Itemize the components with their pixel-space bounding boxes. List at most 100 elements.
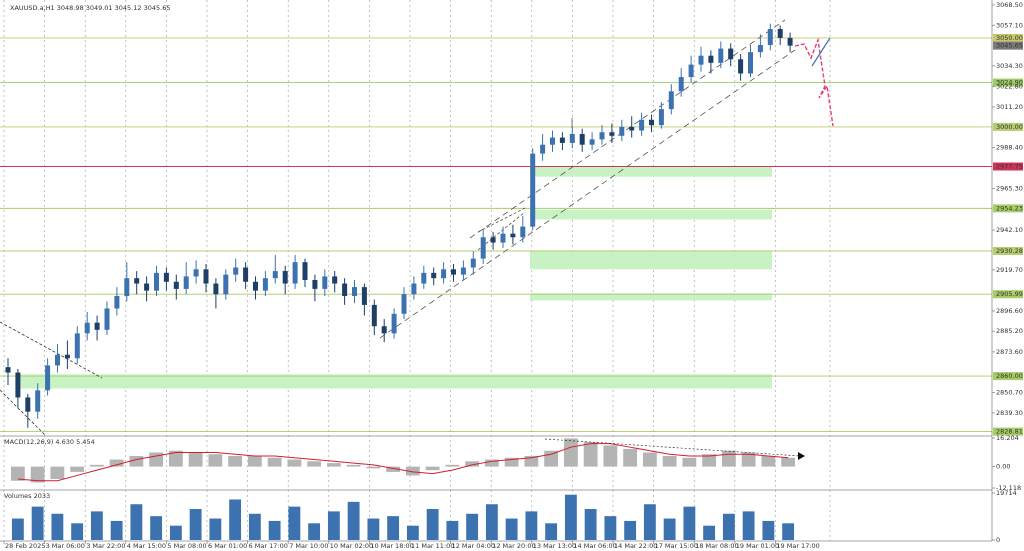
candle-body — [243, 267, 249, 282]
macd-bar — [484, 459, 499, 467]
candle-body — [550, 137, 555, 145]
volume-bar — [150, 516, 163, 540]
volume-bar — [11, 518, 24, 540]
candle-body — [658, 109, 664, 126]
candle-body — [213, 283, 219, 295]
volume-bar — [130, 504, 143, 540]
volume-bar — [584, 509, 597, 540]
volume-bar — [782, 523, 795, 540]
level-label: 2977.75 — [996, 163, 1023, 171]
y-tick-label: 2885.20 — [996, 327, 1023, 335]
candle-body — [302, 262, 308, 280]
candle-body — [114, 295, 120, 309]
volume-bar — [742, 511, 755, 540]
volume-bar — [169, 525, 182, 540]
x-tick-label: 11 Mar 11:00 — [411, 542, 454, 550]
level-label: 2930.28 — [996, 247, 1023, 255]
volume-bar — [406, 525, 419, 540]
macd-bar — [228, 456, 243, 467]
candle-body — [124, 278, 130, 296]
macd-tick-label: 0.00 — [996, 463, 1010, 471]
y-tick-label: 3022.80 — [996, 82, 1023, 90]
candle-body — [223, 274, 229, 295]
macd-bar — [583, 441, 598, 467]
macd-bar — [366, 466, 381, 469]
volume-bar — [347, 501, 360, 540]
candle-body — [619, 126, 625, 136]
drawings — [0, 19, 834, 436]
level-tag — [993, 78, 1023, 87]
candle-body — [530, 153, 536, 227]
macd-bar — [10, 466, 25, 481]
candle-body — [74, 333, 80, 359]
x-tick-label: 12 Mar 20:00 — [492, 542, 535, 550]
volume-bar — [604, 516, 617, 540]
volume-bar — [663, 518, 676, 540]
x-tick-label: 3 Mar 22:00 — [86, 542, 125, 550]
macd-label: MACD(12,26,9) 4.630 5.454 — [4, 438, 95, 446]
macd-bar — [741, 452, 756, 467]
candle-body — [708, 55, 714, 63]
candle-body — [678, 77, 684, 92]
volume-bar — [90, 511, 103, 540]
chart-title: XAUUSD.a,H1 3048.98 3049.01 3045.12 3045… — [10, 4, 170, 12]
y-tick-label: 3034.30 — [996, 62, 1023, 70]
candle-body — [272, 271, 278, 279]
level-tag — [993, 33, 1023, 42]
forecast-path — [794, 37, 834, 127]
y-tick-label: 3011.20 — [996, 103, 1023, 111]
candle-body — [173, 281, 179, 289]
support-zone — [20, 374, 772, 389]
candle-body — [332, 276, 338, 284]
macd-bar — [50, 466, 65, 479]
macd-bar — [188, 452, 203, 467]
y-tick-label: 2896.60 — [996, 307, 1023, 315]
candle-body — [431, 272, 437, 279]
candle-body — [64, 354, 70, 359]
macd-divergence — [544, 438, 801, 457]
volume-bar — [209, 518, 222, 540]
x-tick-label: 14 Mar 22:00 — [614, 542, 657, 550]
macd-tick-label: -12.118 — [996, 484, 1021, 492]
zones — [20, 166, 772, 389]
macd-bar — [30, 466, 45, 483]
x-tick-label: 10 Mar 02:00 — [330, 542, 373, 550]
candle-body — [500, 233, 506, 243]
level-label: 2828.81 — [996, 428, 1023, 436]
candle-body — [510, 233, 516, 238]
candle-body — [262, 278, 268, 291]
macd-bar — [781, 457, 796, 467]
candle-body — [45, 365, 51, 391]
level-tag — [993, 290, 1023, 299]
candle-body — [757, 45, 763, 53]
trend-line — [477, 207, 526, 233]
volume-bar — [189, 509, 202, 540]
macd-bar — [504, 457, 519, 467]
candle-body — [767, 29, 773, 46]
volume-bar — [643, 504, 656, 540]
candle-body — [649, 119, 654, 126]
x-tick-label: 19 Mar 01:00 — [736, 542, 779, 550]
candle-body — [698, 55, 704, 65]
candle-body — [401, 294, 407, 314]
volume-bar — [624, 520, 637, 540]
candle-body — [639, 119, 645, 131]
candles — [5, 23, 793, 428]
x-tick-label: 18 Mar 08:00 — [695, 542, 738, 550]
candle-body — [599, 132, 605, 140]
level-tag — [993, 122, 1023, 131]
level-tag — [993, 41, 1023, 50]
macd-bar — [445, 464, 460, 467]
y-tick-label: 3057.10 — [996, 21, 1023, 29]
trend-line — [0, 321, 103, 379]
y-tick-label: 2965.30 — [996, 185, 1023, 193]
candle-body — [520, 226, 526, 238]
candle-body — [322, 276, 328, 289]
candle-body — [609, 132, 615, 136]
candle-body — [728, 48, 734, 60]
arrow-head — [798, 452, 805, 460]
candle-body — [203, 269, 209, 284]
level-label: 2954.23 — [996, 204, 1023, 212]
